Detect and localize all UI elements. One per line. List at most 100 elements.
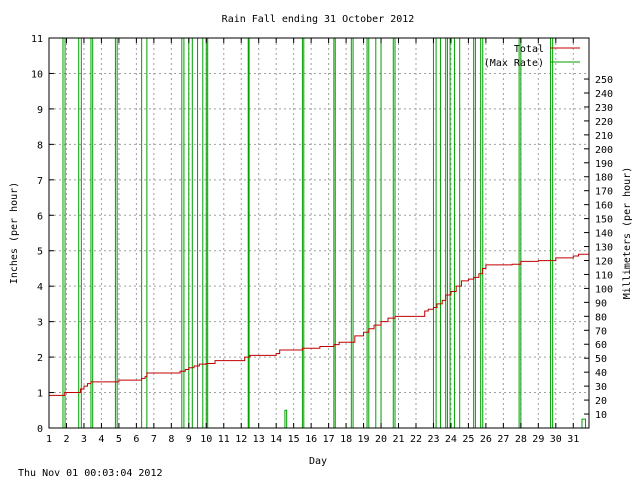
legend: Total (Max Rate) (484, 44, 580, 69)
y2-tick-label: 130 (595, 243, 613, 254)
x-tick-label: 15 (288, 434, 300, 445)
max-rate-spike (439, 37, 447, 428)
y2-tick-label: 230 (595, 103, 613, 114)
footer-timestamp: Thu Nov 01 00:03:04 2012 (18, 468, 163, 479)
y2-tick-label: 210 (595, 131, 613, 142)
y2-tick-label: 240 (595, 89, 613, 100)
x-tick-label: 13 (253, 434, 265, 445)
max-rate-spike (90, 37, 94, 428)
y2-axis-label: Millimeters (per hour) (622, 167, 633, 299)
x-tick-label: 21 (392, 434, 404, 445)
x-tick-label: 11 (218, 434, 230, 445)
y-tick-label: 5 (37, 247, 43, 258)
max-rate-spike (550, 37, 554, 428)
y2-tick-label: 180 (595, 173, 613, 184)
legend-label-max-rate: (Max Rate) (484, 58, 544, 69)
x-tick-label: 10 (200, 434, 212, 445)
x-tick-label: 18 (340, 434, 352, 445)
y2-tick-label: 50 (595, 354, 607, 365)
x-tick-label: 23 (427, 434, 439, 445)
x-tick-label: 22 (410, 434, 422, 445)
x-tick-label: 20 (375, 434, 387, 445)
y2-tick-label: 10 (595, 410, 607, 421)
y-tick-label: 11 (31, 34, 43, 45)
y2-tick-label: 120 (595, 256, 613, 267)
max-rate-spike (141, 37, 148, 428)
max-rate-spike (350, 37, 354, 428)
total-line (49, 253, 590, 396)
grid-layer (49, 38, 589, 428)
x-tick-label: 8 (168, 434, 174, 445)
max-rate-spike (62, 37, 66, 428)
x-tick-label: 2 (63, 434, 69, 445)
y2-tick-label: 90 (595, 298, 607, 309)
max-rate-spike (432, 37, 437, 428)
x-tick-label: 17 (323, 434, 335, 445)
x-tick-label: 7 (151, 434, 157, 445)
max-rate-spike (473, 37, 476, 428)
x-tick-label: 9 (186, 434, 192, 445)
y2-tick-label: 30 (595, 382, 607, 393)
y2-tick-label: 80 (595, 312, 607, 323)
plot-frame (48, 37, 590, 429)
x-tick-label: 28 (515, 434, 527, 445)
y2-tick-label: 160 (595, 201, 613, 212)
max-rate-spike (78, 37, 82, 428)
series-layer (49, 37, 590, 428)
axes-layer: 1 2 3 4 5 6 7 8 9 10 11 12 13 14 15 16 17 18 19 20 21 22 23 24 2… (31, 34, 613, 445)
y-axis-label: Inches (per hour) (9, 182, 20, 284)
y2-tick-label: 20 (595, 396, 607, 407)
x-tick-label: 24 (445, 434, 457, 445)
max-rate-spike (181, 37, 185, 428)
y2-tick-label: 100 (595, 284, 613, 295)
x-tick-label: 30 (550, 434, 562, 445)
y-tick-label: 1 (37, 389, 43, 400)
y2-tick-label: 110 (595, 270, 613, 281)
y-tick-label: 3 (37, 318, 43, 329)
x-tick-label: 12 (235, 434, 247, 445)
max-rate-spike (205, 37, 209, 428)
y2-tick-label: 40 (595, 368, 607, 379)
y-tick-label: 6 (37, 211, 43, 222)
max-rate-spike (197, 37, 204, 428)
max-rate-spike (446, 37, 451, 428)
x-tick-label: 26 (480, 434, 492, 445)
y-tick-label: 0 (37, 424, 43, 435)
y2-tick-label: 150 (595, 215, 613, 226)
x-tick-label: 4 (98, 434, 104, 445)
max-rate-spike (392, 37, 396, 428)
y-tick-label: 10 (31, 69, 43, 80)
max-rate-spike (188, 37, 193, 428)
max-rate-spike (375, 37, 382, 428)
x-tick-label: 3 (81, 434, 87, 445)
y2-tick-label: 200 (595, 145, 613, 156)
x-tick-label: 19 (358, 434, 370, 445)
x-tick-label: 16 (305, 434, 317, 445)
x-tick-label: 27 (497, 434, 509, 445)
max-rate-spike (518, 37, 522, 428)
max-rate-spike (301, 37, 305, 428)
y2-tick-label: 140 (595, 229, 613, 240)
x-tick-label: 5 (116, 434, 122, 445)
y2-tick-label: 220 (595, 117, 613, 128)
x-tick-label: 31 (567, 434, 579, 445)
max-rate-spike (333, 37, 336, 428)
max-rate-spike (247, 37, 250, 428)
legend-label-total: Total (514, 44, 544, 55)
y2-tick-label: 190 (595, 159, 613, 170)
y2-tick-label: 170 (595, 187, 613, 198)
x-tick-label: 1 (46, 434, 52, 445)
chart-title: Rain Fall ending 31 October 2012 (222, 14, 415, 25)
max-rate-spike (453, 37, 461, 428)
max-rate-spike (114, 37, 118, 428)
y-tick-label: 8 (37, 140, 43, 151)
max-rate-spike (284, 409, 288, 428)
y-tick-label: 4 (37, 282, 43, 293)
y-tick-label: 9 (37, 105, 43, 116)
x-axis-label: Day (309, 456, 327, 467)
y-tick-label: 7 (37, 176, 43, 187)
y-tick-label: 2 (37, 353, 43, 364)
max-rate-spike (581, 418, 587, 428)
x-tick-label: 29 (532, 434, 544, 445)
